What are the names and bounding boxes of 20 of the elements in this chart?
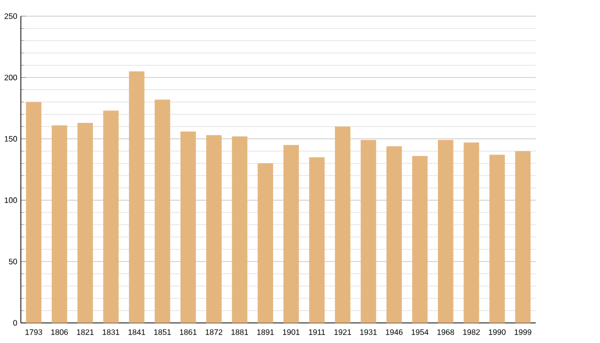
bar: [52, 126, 68, 324]
bar: [103, 110, 119, 324]
bar: [438, 140, 454, 324]
bar: [232, 136, 248, 324]
bar: [180, 132, 196, 324]
bar: [515, 151, 531, 324]
bar: [412, 156, 428, 324]
bar: [128, 72, 144, 324]
bar: [206, 135, 222, 324]
bar: [26, 102, 42, 324]
bar: [154, 100, 170, 324]
bar: [360, 140, 376, 324]
bar: [77, 123, 93, 324]
bar: [334, 126, 350, 324]
bar: [489, 155, 505, 324]
bar: [464, 142, 480, 324]
bar: [309, 157, 325, 324]
bar: [258, 164, 274, 324]
bar: [283, 145, 299, 324]
bar: [386, 146, 402, 324]
